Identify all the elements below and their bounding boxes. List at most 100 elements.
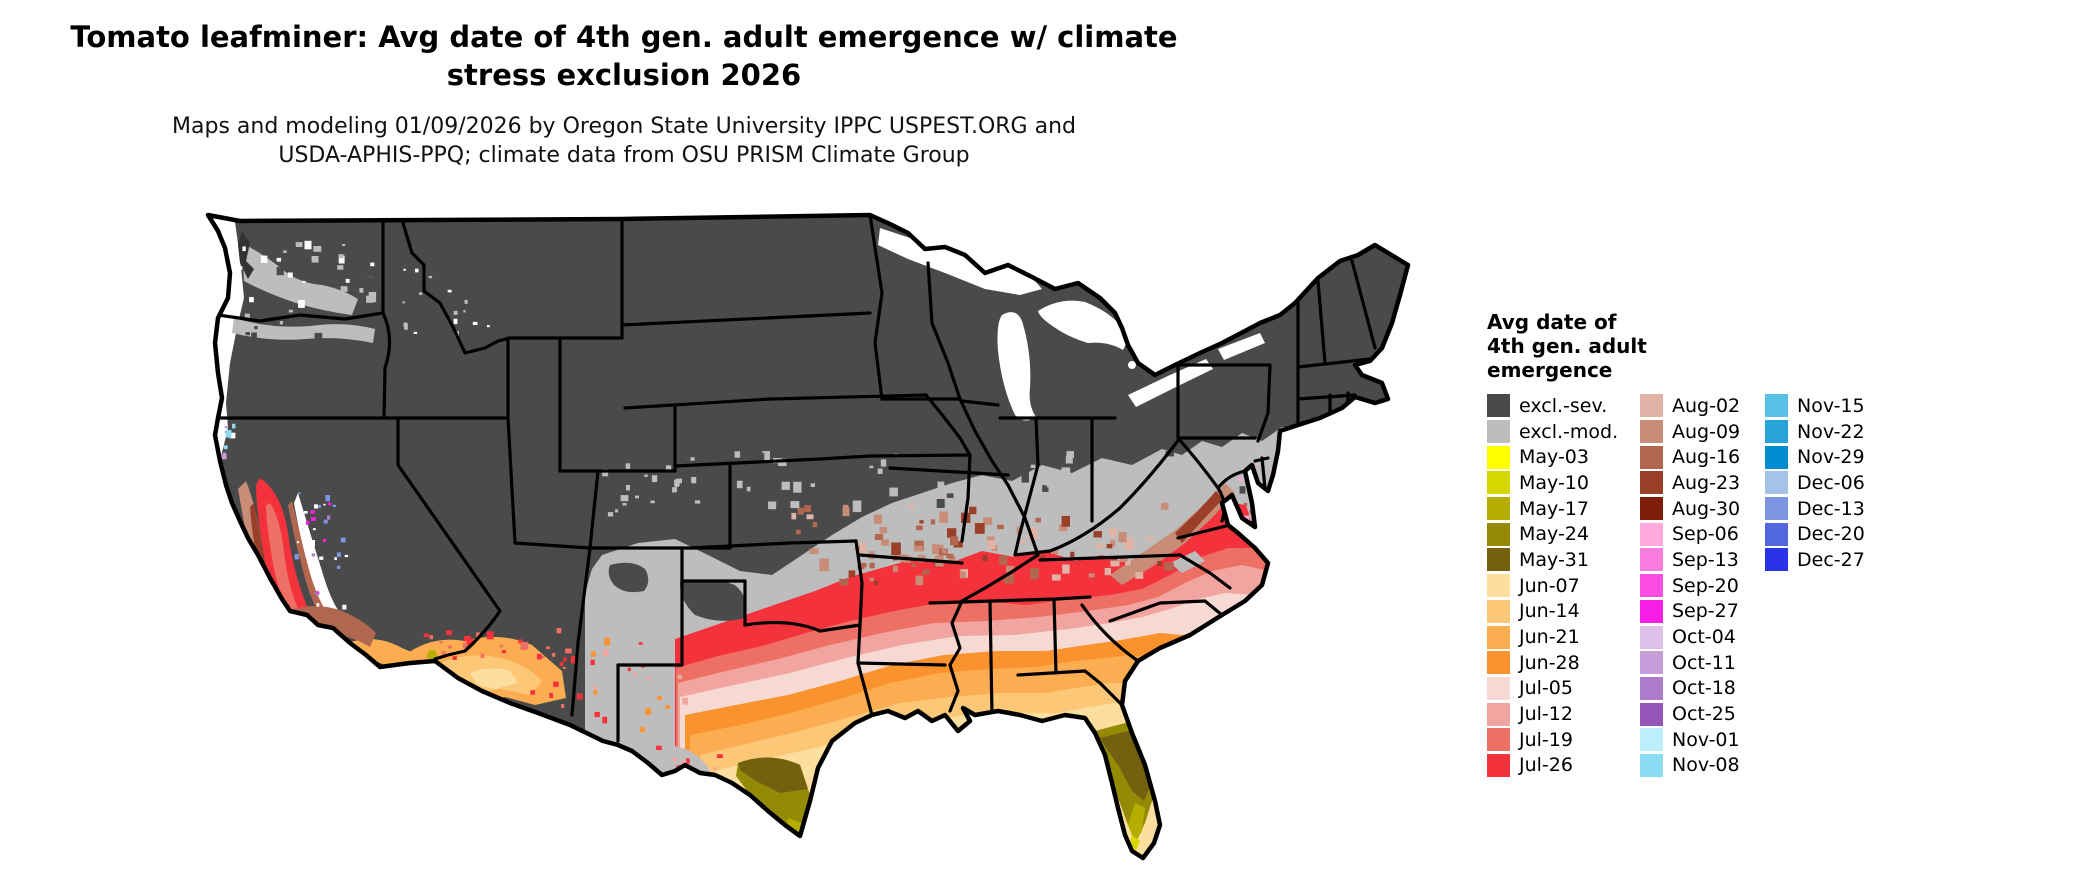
legend-swatch (1487, 445, 1510, 469)
legend-item: Dec-27 (1765, 547, 1865, 573)
legend-item: Jul-26 (1487, 753, 1618, 779)
subtitle-line-2: USDA-APHIS-PPQ; climate data from OSU PR… (278, 143, 970, 168)
legend-item: Sep-20 (1640, 573, 1740, 599)
legend-item: Aug-30 (1640, 496, 1740, 522)
legend-item: Nov-08 (1640, 753, 1740, 779)
legend-swatch (1487, 471, 1510, 495)
legend-swatch (1487, 420, 1510, 444)
legend-column-2: Aug-02 Aug-09 Aug-16 Aug-23 Aug-30 Sep-06 Sep-… (1640, 393, 1740, 778)
legend-swatch (1487, 548, 1510, 572)
legend-item: Sep-06 (1640, 521, 1740, 547)
legend-item: Sep-27 (1640, 599, 1740, 625)
legend-swatch (1640, 420, 1663, 444)
legend-label: excl.-mod. (1519, 420, 1619, 443)
conus-outline (205, 212, 1411, 861)
legend-label: Aug-09 (1672, 420, 1741, 443)
legend-swatch (1640, 471, 1663, 495)
legend-swatch (1640, 676, 1663, 700)
legend-item: Oct-04 (1640, 624, 1740, 650)
legend-label: Aug-02 (1672, 394, 1741, 417)
legend-item: May-31 (1487, 547, 1618, 573)
legend-label: Jul-12 (1519, 703, 1573, 726)
legend-swatch (1640, 625, 1663, 649)
legend-item: Dec-06 (1765, 470, 1865, 496)
legend-swatch (1487, 753, 1510, 777)
legend-swatch (1640, 651, 1663, 675)
legend-swatch (1487, 574, 1510, 598)
legend-swatch (1487, 599, 1510, 623)
legend-label: May-10 (1519, 471, 1589, 494)
legend-label: Aug-16 (1672, 446, 1741, 469)
legend-label: Sep-13 (1672, 548, 1739, 571)
legend-label: Sep-20 (1672, 574, 1739, 597)
legend-item: May-24 (1487, 521, 1618, 547)
page-title: Tomato leafminer: Avg date of 4th gen. a… (0, 18, 1248, 94)
legend-label: May-24 (1519, 523, 1589, 546)
legend-item: Dec-20 (1765, 521, 1865, 547)
legend-swatch (1640, 548, 1663, 572)
title-line-2: stress exclusion 2026 (446, 58, 802, 92)
legend-swatch (1487, 497, 1510, 521)
legend-swatch (1640, 497, 1663, 521)
page-subtitle: Maps and modeling 01/09/2026 by Oregon S… (0, 112, 1248, 170)
legend-swatch (1487, 625, 1510, 649)
legend-label: Sep-06 (1672, 523, 1739, 546)
legend-label: Nov-01 (1672, 728, 1740, 751)
state-borders (216, 215, 1377, 743)
legend-item: Jul-19 (1487, 727, 1618, 753)
legend-label: May-03 (1519, 446, 1589, 469)
legend-item: May-03 (1487, 444, 1618, 470)
legend-item: Oct-25 (1640, 701, 1740, 727)
legend-item: Sep-13 (1640, 547, 1740, 573)
us-map-svg (205, 212, 1411, 861)
legend-item: excl.-mod. (1487, 419, 1618, 445)
legend-label: Nov-15 (1797, 394, 1865, 417)
legend-item: Oct-11 (1640, 650, 1740, 676)
legend-swatch (1765, 497, 1788, 521)
legend-label: Jul-05 (1519, 677, 1573, 700)
legend-item: Jun-28 (1487, 650, 1618, 676)
legend-label: Oct-11 (1672, 651, 1736, 674)
legend-item: Nov-29 (1765, 444, 1865, 470)
legend-label: Nov-08 (1672, 754, 1740, 777)
legend-swatch (1487, 676, 1510, 700)
legend-label: Dec-20 (1797, 523, 1865, 546)
legend-item: Jul-05 (1487, 676, 1618, 702)
legend-swatch (1765, 420, 1788, 444)
legend-label: Jun-07 (1519, 574, 1580, 597)
legend-label: May-31 (1519, 548, 1589, 571)
legend-title-line-2: 4th gen. adult (1487, 334, 1647, 358)
legend-item: Nov-15 (1765, 393, 1865, 419)
legend-column-1: excl.-sev. excl.-mod. May-03 May-10 May-17 Ma… (1487, 393, 1618, 778)
legend-swatch (1765, 471, 1788, 495)
legend-label: May-17 (1519, 497, 1589, 520)
legend-item: Nov-01 (1640, 727, 1740, 753)
legend-swatch (1640, 445, 1663, 469)
us-map (170, 203, 1450, 892)
title-line-1: Tomato leafminer: Avg date of 4th gen. a… (70, 20, 1178, 54)
legend-label: Nov-22 (1797, 420, 1865, 443)
legend-item: Aug-09 (1640, 419, 1740, 445)
legend-swatch (1640, 394, 1663, 418)
legend-swatch (1765, 394, 1788, 418)
legend-title-line-3: emergence (1487, 358, 1613, 382)
legend-item: Oct-18 (1640, 676, 1740, 702)
legend-label: Jul-19 (1519, 728, 1573, 751)
legend-item: Aug-23 (1640, 470, 1740, 496)
legend-item: May-10 (1487, 470, 1618, 496)
legend-swatch (1765, 548, 1788, 572)
legend-label: Aug-23 (1672, 471, 1741, 494)
legend-label: Nov-29 (1797, 446, 1865, 469)
legend-item: Aug-02 (1640, 393, 1740, 419)
legend-item: Dec-13 (1765, 496, 1865, 522)
legend-swatch (1640, 702, 1663, 726)
legend-item: Aug-16 (1640, 444, 1740, 470)
legend-label: Jun-28 (1519, 651, 1580, 674)
map-legend: Avg date of 4th gen. adult emergence exc… (1487, 310, 1907, 793)
legend-label: Sep-27 (1672, 600, 1739, 623)
legend-swatch (1640, 522, 1663, 546)
legend-item: May-17 (1487, 496, 1618, 522)
legend-swatch (1640, 599, 1663, 623)
legend-label: Jun-14 (1519, 600, 1580, 623)
